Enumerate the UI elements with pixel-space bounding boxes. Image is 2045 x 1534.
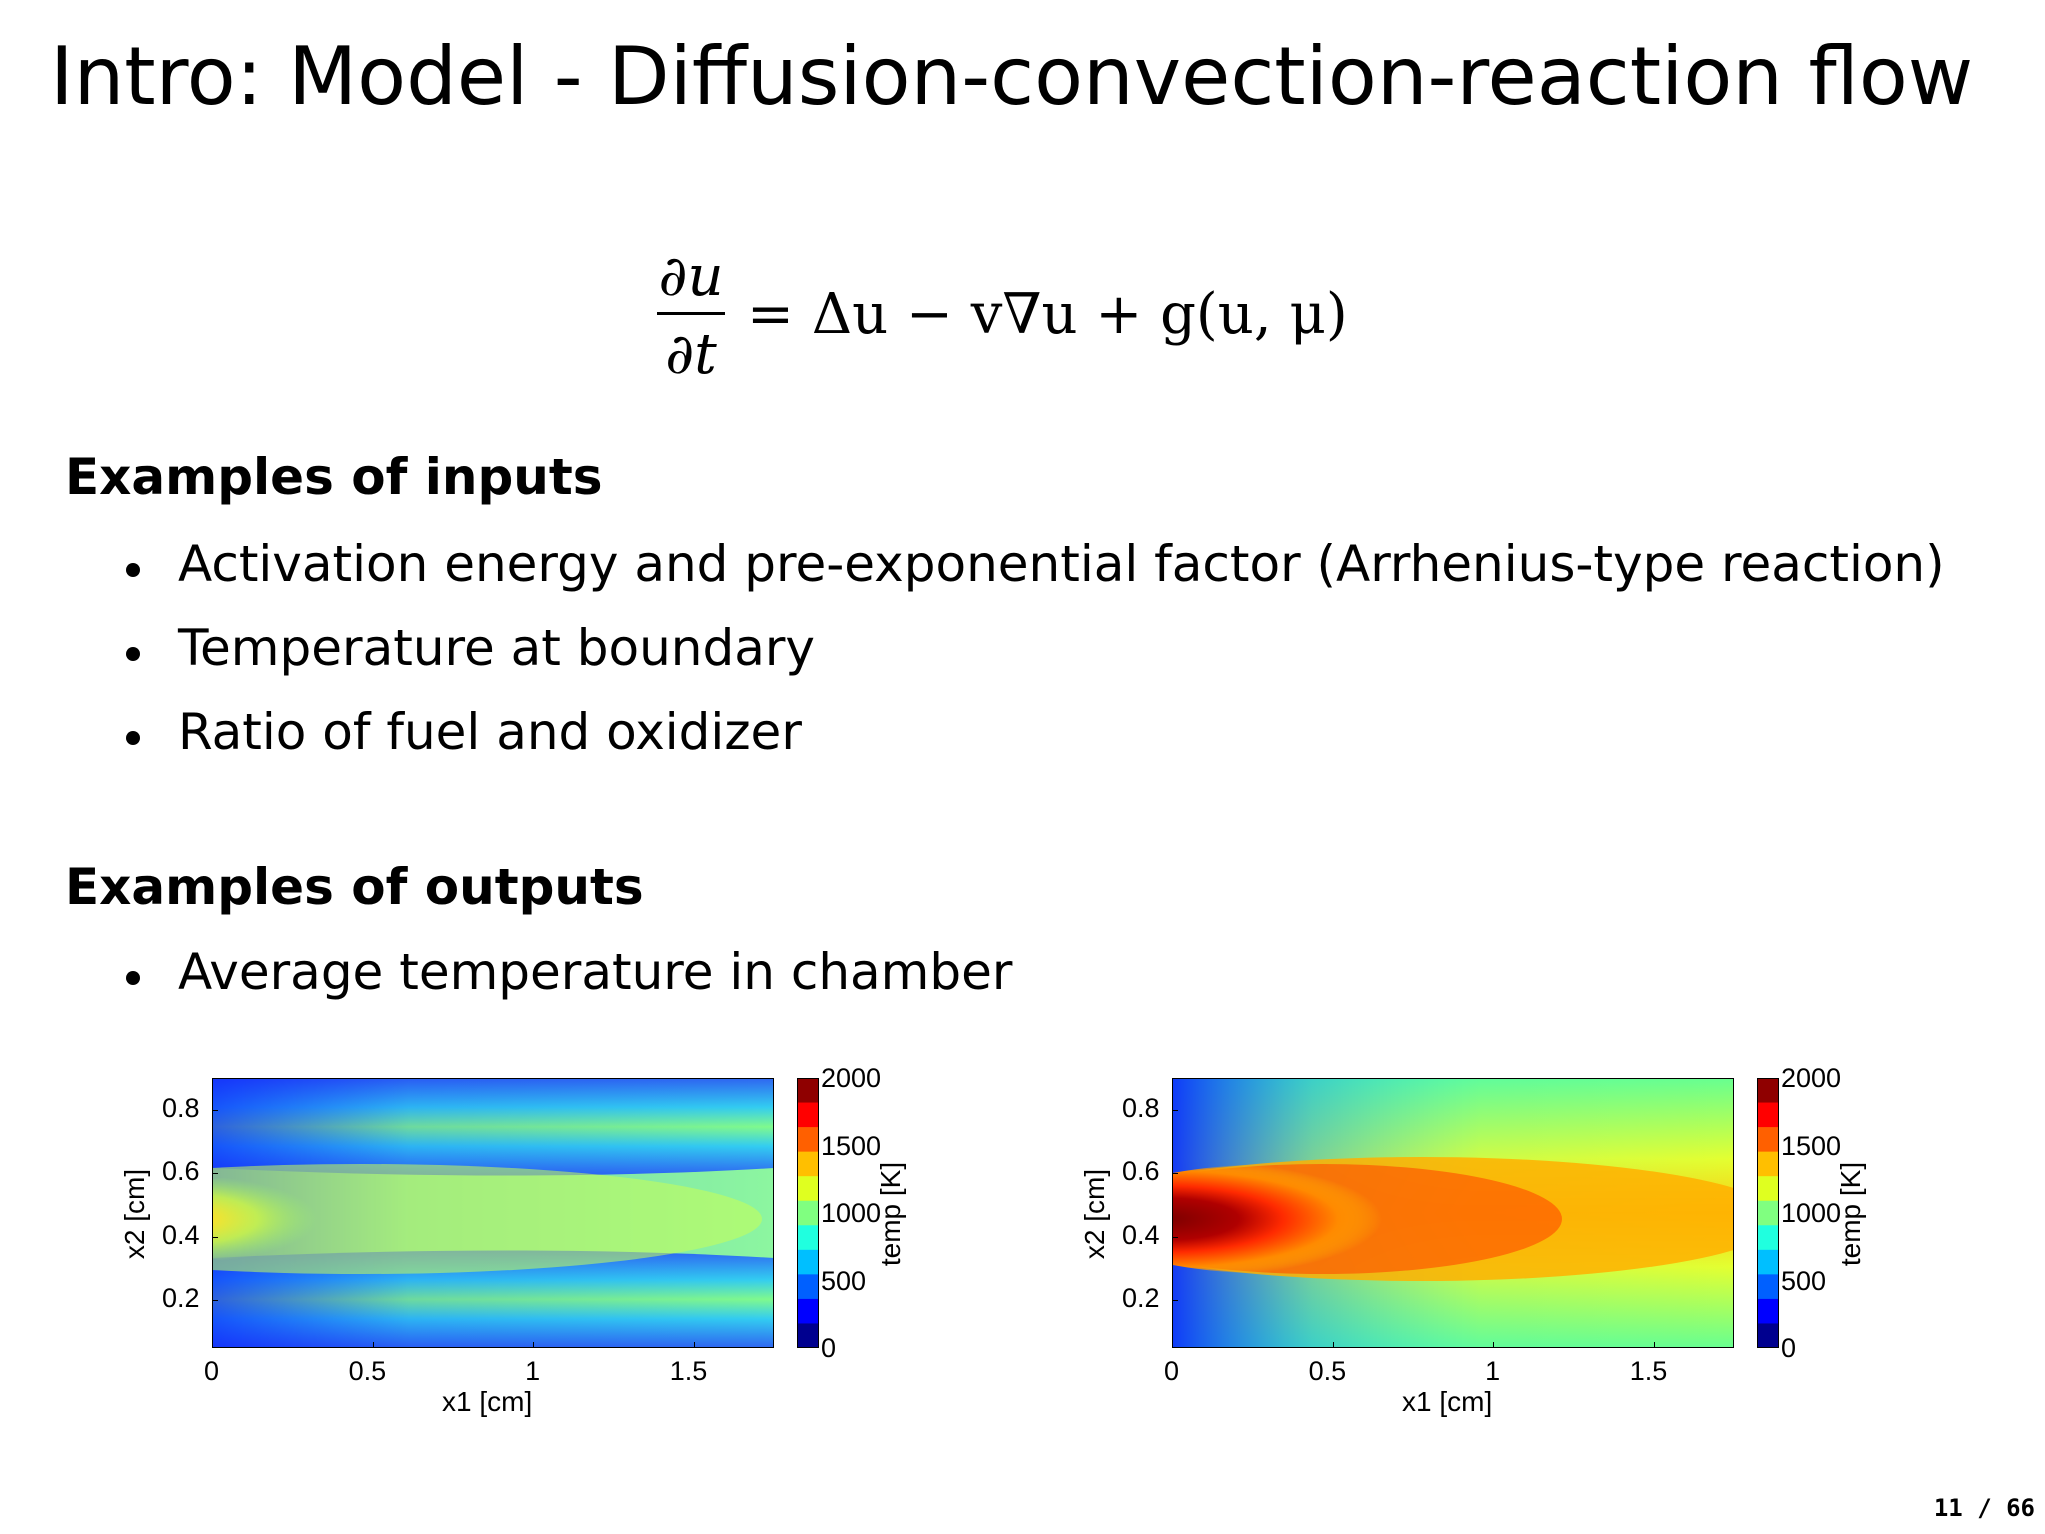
y-tick-mark [212,1109,218,1111]
y-tick-label: 0.8 [1122,1092,1160,1123]
colorbar-label: temp [K] [875,1161,907,1267]
x-tick-label: 0 [1164,1356,1180,1386]
equation-rhs: = Δu − v∇u + g(u, μ) [747,282,1348,347]
colorbar-tick-label: 1000 [1781,1198,1842,1228]
x-axis-label: x1 [cm] [1402,1386,1493,1417]
y-axis-label: x2 [cm] [119,1168,151,1260]
colorbar-border [797,1078,819,1348]
x-axis-label: x1 [cm] [442,1386,533,1417]
input-item-text: Temperature at boundary [178,619,815,677]
y-tick-label: 0.2 [162,1283,200,1314]
colorbar-segment [797,1274,819,1300]
colorbar-tick-label: 1500 [1781,1130,1842,1161]
outputs-heading: Examples of outputs [65,858,644,916]
colorbar-segment [797,1200,819,1226]
heatmap-plot-right: 0 0.5 1 1.5 0.2 0.4 0.6 0.8 x1 [cm] x2 [cm] 0 500 10… [1079,1063,1920,1430]
y-tick-label: 0.6 [162,1156,200,1187]
x-tick-label: 1.5 [669,1356,708,1386]
colorbar-segment [1757,1078,1779,1104]
x-tick-label: 0 [204,1356,220,1386]
colorbar-segment [797,1102,819,1128]
y-tick-label: 0.4 [1122,1219,1160,1250]
x-tick-mark [1332,1342,1334,1348]
colorbar-segment [797,1127,819,1153]
y-tick-label: 0.2 [1122,1283,1160,1314]
slide-title: Intro: Model - Diffusion-convection-reac… [50,30,1974,123]
bullet-icon [126,731,140,745]
x-tick-label: 0.5 [348,1356,387,1386]
colorbar-segment [1757,1249,1779,1275]
x-tick-mark [693,1342,695,1348]
x-tick-mark [1493,1342,1495,1348]
x-tick-label: 1 [525,1356,541,1386]
colorbar-border [1757,1078,1779,1348]
bullet-icon [126,563,140,577]
colorbar-segment [797,1323,819,1348]
heatmap-plot-left: 0 0.5 1 1.5 0.2 0.4 0.6 0.8 x1 [cm] x2 [cm] 0 500 10… [119,1063,960,1430]
y-tick-label: 0.8 [162,1092,200,1123]
colorbar-tick-label: 0 [1781,1333,1797,1363]
heatmap-area [212,1078,774,1348]
colorbar-segment [797,1249,819,1275]
colorbar [797,1078,819,1348]
equation-numerator: ∂u [658,244,724,309]
y-tick-label: 0.6 [1122,1156,1160,1187]
colorbar-tick-label: 2000 [821,1063,882,1093]
colorbar-segment [1757,1102,1779,1128]
colorbar-tick-label: 2000 [1781,1063,1842,1093]
output-item-text: Average temperature in chamber [178,943,1013,1001]
colorbar-segment [1757,1200,1779,1226]
x-tick-mark [212,1342,213,1348]
colorbar-segment [1757,1176,1779,1202]
colorbar-segment [797,1078,819,1104]
y-tick-mark [1172,1109,1178,1111]
y-tick-mark [1172,1300,1178,1302]
colorbar-segment [1757,1298,1779,1324]
page-number: 11 / 66 [1933,1494,2035,1522]
colorbar-segment [1757,1323,1779,1348]
y-tick-mark [212,1300,218,1302]
equation-denominator: ∂t [665,322,717,387]
x-tick-mark [1172,1342,1173,1348]
heatmap-area [1172,1078,1734,1348]
y-tick-mark [212,1236,218,1238]
colorbar-segment [797,1151,819,1177]
colorbar-segment [1757,1151,1779,1177]
colorbar-segment [1757,1225,1779,1251]
pde-equation: ∂u ∂t = Δu − v∇u + g(u, μ) [655,240,1348,390]
colorbar-segment [1757,1274,1779,1300]
x-tick-mark [372,1342,374,1348]
colorbar-segment [797,1176,819,1202]
colorbar-label: temp [K] [1835,1161,1867,1267]
colorbar-tick-label: 1000 [821,1198,882,1228]
fraction-bar [657,312,725,315]
x-tick-label: 1 [1485,1356,1501,1386]
colorbar-tick-label: 1500 [821,1130,882,1161]
y-tick-label: 0.4 [162,1219,200,1250]
x-tick-label: 1.5 [1629,1356,1668,1386]
bullet-icon [126,971,140,985]
colorbar-tick-label: 500 [821,1265,867,1296]
y-tick-mark [1172,1173,1178,1175]
input-item-text: Ratio of fuel and oxidizer [178,703,802,761]
y-tick-mark [212,1173,218,1175]
colorbar [1757,1078,1779,1348]
colorbar-segment [1757,1127,1779,1153]
colorbar-tick-label: 0 [821,1333,837,1363]
y-axis-label: x2 [cm] [1079,1168,1111,1260]
colorbar-tick-label: 500 [1781,1265,1827,1296]
colorbar-segment [797,1298,819,1324]
colorbar-segment [797,1225,819,1251]
x-tick-label: 0.5 [1308,1356,1347,1386]
inputs-heading: Examples of inputs [65,448,603,506]
x-tick-mark [1653,1342,1655,1348]
input-item-text: Activation energy and pre-exponential fa… [178,535,1945,593]
x-tick-mark [533,1342,535,1348]
y-tick-mark [1172,1236,1178,1238]
bullet-icon [126,647,140,661]
